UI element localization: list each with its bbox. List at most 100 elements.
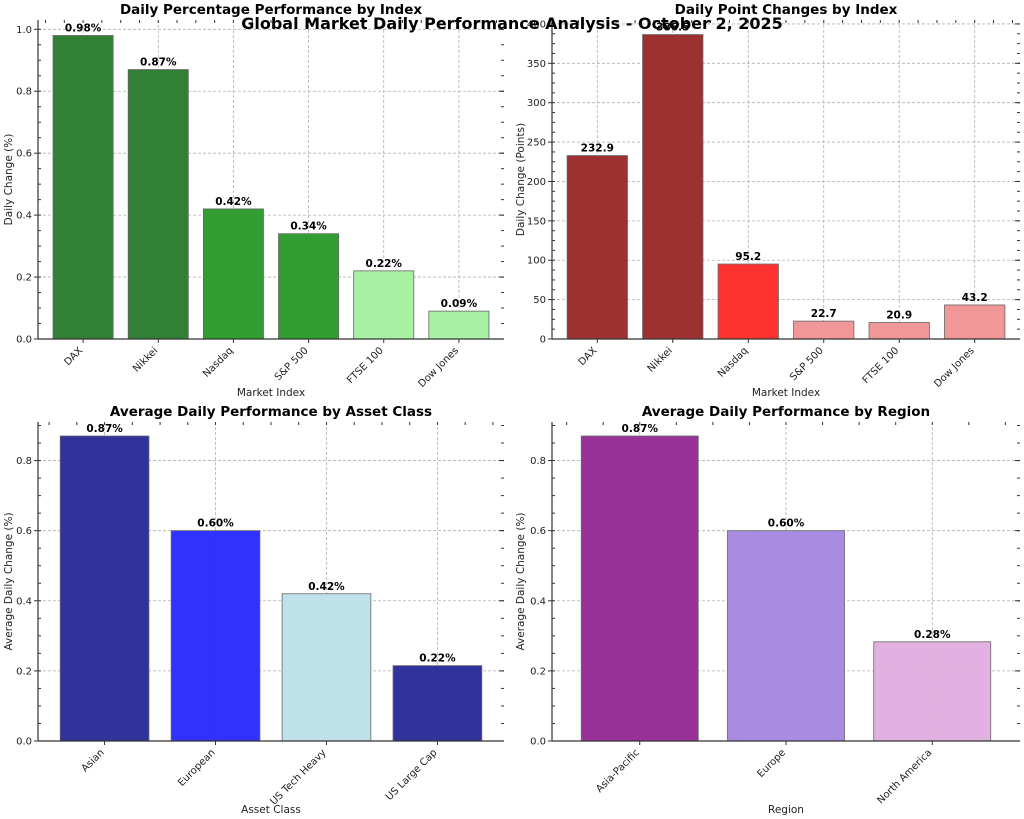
bar-value-label: 22.7 — [811, 308, 837, 320]
x-tick-label: Nikkei — [646, 345, 675, 374]
y-tick-label: 50 — [533, 295, 546, 306]
bar-pts[interactable] — [717, 263, 779, 340]
chart-title: Daily Point Changes by Index — [675, 2, 898, 18]
y-tick-label: 300 — [527, 98, 546, 109]
y-tick-label: 0.8 — [530, 456, 546, 467]
x-tick-label: North America — [875, 747, 934, 806]
x-tick-label: DAX — [577, 345, 600, 368]
x-tick-label: S&P 500 — [788, 345, 826, 383]
y-tick-label: 0.2 — [16, 666, 32, 677]
bar-value-label: 20.9 — [886, 310, 912, 322]
chart-asset: 0.87% 0.60% 0.42% 0.22% 0.0 0.2 0.4 0.6 0.8 Asian… — [3, 404, 504, 816]
bar-value-label: 0.87% — [140, 57, 177, 69]
bar-pts[interactable] — [793, 320, 855, 340]
x-axis-label: Market Index — [752, 387, 820, 399]
x-tick-label: Nikkei — [131, 345, 160, 374]
bar-value-label: 0.60% — [197, 518, 234, 530]
x-axis-label: Market Index — [237, 387, 305, 399]
y-tick-label: 200 — [527, 177, 546, 188]
bar-region[interactable] — [727, 530, 845, 742]
bar-asset[interactable] — [170, 530, 261, 742]
bar-pct[interactable] — [278, 233, 340, 340]
y-tick-label: 0.6 — [16, 526, 32, 537]
x-tick-label: S&P 500 — [273, 345, 311, 383]
y-tick-label: 0.0 — [530, 737, 546, 748]
bar-value-label: 0.22% — [366, 258, 403, 270]
y-tick-label: 350 — [527, 59, 546, 70]
x-axis-label: Asset Class — [241, 804, 301, 816]
y-tick-label: 0 — [540, 335, 546, 346]
chart-title: Daily Percentage Performance by Index — [120, 2, 422, 18]
y-axis-label: Daily Change (%) — [3, 134, 15, 226]
y-tick-label: 0.4 — [16, 596, 32, 607]
y-tick-label: 0.0 — [16, 335, 32, 346]
y-tick-label: 0.4 — [16, 211, 32, 222]
bar-pct[interactable] — [353, 270, 415, 340]
bar-pct[interactable] — [428, 310, 490, 340]
y-tick-label: 150 — [527, 216, 546, 227]
y-tick-label: 0.6 — [16, 149, 32, 160]
chart-region: 0.87% 0.60% 0.28% 0.0 0.2 0.4 0.6 0.8 Asia-Pacif… — [515, 404, 1020, 816]
bar-pct[interactable] — [127, 69, 189, 340]
bar-value-label: 95.2 — [735, 251, 761, 263]
bar-value-label: 232.9 — [581, 143, 614, 155]
y-axis-label: Average Daily Change (%) — [515, 512, 527, 650]
x-tick-label: European — [176, 747, 217, 788]
x-tick-label: DAX — [62, 345, 85, 368]
chart-pct: 0.98% 0.87% 0.42% 0.34% 0.22% 0.09% 0.0 0.2 0.4 0… — [3, 2, 504, 399]
x-tick-label: Dow Jones — [417, 345, 462, 390]
bar-region[interactable] — [580, 435, 699, 742]
chart-title: Average Daily Performance by Asset Class — [110, 404, 432, 420]
bar-asset[interactable] — [392, 665, 483, 742]
y-tick-label: 0.8 — [16, 87, 32, 98]
bar-value-label: 0.87% — [622, 423, 659, 435]
bar-value-label: 0.28% — [914, 629, 951, 641]
chart-pts: 232.9 386.5 95.2 22.7 20.9 43.2 0 50 100 150 200 25… — [515, 2, 1020, 399]
y-tick-label: 0.2 — [16, 273, 32, 284]
bar-value-label: 0.42% — [308, 581, 345, 593]
x-tick-label: Nasdaq — [716, 345, 750, 379]
x-tick-label: Nasdaq — [201, 345, 235, 379]
bar-value-label: 0.98% — [65, 22, 102, 34]
bar-pts[interactable] — [566, 155, 628, 340]
bar-value-label: 386.5 — [656, 22, 689, 34]
y-tick-label: 0.4 — [530, 596, 546, 607]
y-tick-label: 0.6 — [530, 526, 546, 537]
bar-asset[interactable] — [59, 435, 150, 742]
x-tick-label: FTSE 100 — [345, 345, 386, 386]
y-tick-label: 1.0 — [16, 25, 32, 36]
bar-asset[interactable] — [281, 593, 372, 742]
y-axis-label: Daily Change (Points) — [515, 123, 527, 236]
bar-value-label: 0.42% — [215, 196, 252, 208]
y-tick-label: 400 — [527, 19, 546, 30]
y-tick-label: 0.8 — [16, 456, 32, 467]
bar-value-label: 0.60% — [768, 518, 805, 530]
bar-pts[interactable] — [944, 304, 1006, 340]
x-tick-label: US Tech Heavy — [268, 747, 328, 807]
bar-pts[interactable] — [642, 34, 704, 340]
x-tick-label: Europe — [755, 747, 788, 780]
x-tick-label: Asia-Pacific — [594, 747, 642, 795]
x-tick-label: Dow Jones — [932, 345, 977, 390]
bar-value-label: 0.87% — [86, 423, 123, 435]
bar-pct[interactable] — [52, 35, 114, 340]
bar-pct[interactable] — [202, 208, 264, 340]
x-tick-label: US Large Cap — [384, 747, 440, 803]
bar-value-label: 0.34% — [290, 221, 327, 233]
bar-pts[interactable] — [868, 322, 930, 340]
bar-value-label: 43.2 — [962, 292, 988, 304]
x-tick-label: Asian — [80, 747, 107, 774]
figure-suptitle: Global Market Daily Performance Analysis… — [241, 14, 783, 33]
y-tick-label: 0.2 — [530, 666, 546, 677]
y-tick-label: 100 — [527, 256, 546, 267]
y-tick-label: 0.0 — [16, 737, 32, 748]
bar-value-label: 0.09% — [441, 298, 478, 310]
bar-region[interactable] — [873, 641, 992, 742]
x-axis-label: Region — [768, 804, 804, 816]
y-tick-label: 250 — [527, 138, 546, 149]
x-tick-label: FTSE 100 — [861, 345, 902, 386]
y-axis-label: Average Daily Change (%) — [3, 512, 15, 650]
chart-title: Average Daily Performance by Region — [642, 404, 930, 420]
bar-value-label: 0.22% — [419, 653, 456, 665]
